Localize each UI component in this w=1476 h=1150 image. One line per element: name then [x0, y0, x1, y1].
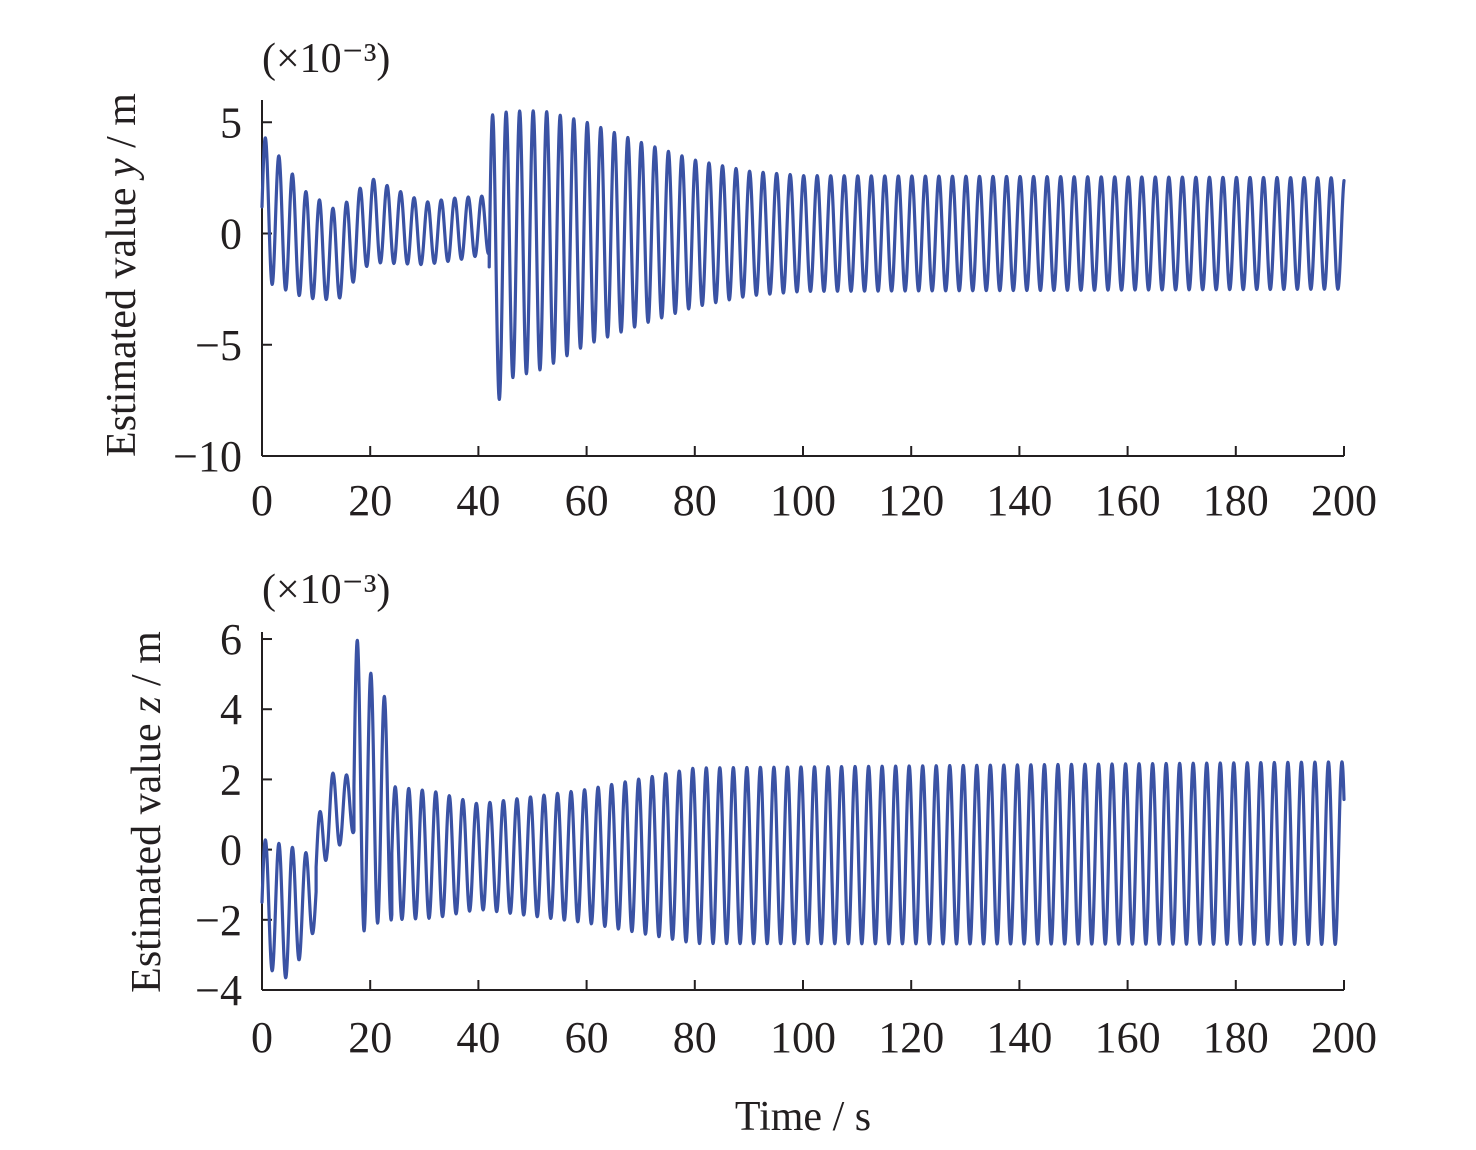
y-x-tick-label: 60 [565, 476, 609, 525]
y-x-tick-label: 20 [348, 476, 392, 525]
y-chart-axes [261, 100, 1344, 457]
z-y-tick-label: 0 [220, 826, 242, 875]
y-y-tick-label: 5 [220, 98, 242, 147]
y-chart-plot [260, 109, 1346, 401]
z-x-tick-label: 40 [456, 1013, 500, 1062]
y-x-tick-label: 120 [878, 476, 944, 525]
z-series-line [260, 638, 1346, 980]
chart-panel-z: (×10⁻³) Estimated value z / m 0 20 40 60 80 1… [124, 567, 1377, 1140]
y-x-tick-label: 100 [770, 476, 836, 525]
z-chart-plot [260, 638, 1346, 980]
z-x-tick-label: 80 [673, 1013, 717, 1062]
z-x-tick-label: 0 [251, 1013, 273, 1062]
z-scale-note: (×10⁻³) [262, 567, 390, 613]
chart-panel-y: (×10⁻³) Estimated value y / m 0 20 40 60 80 1… [99, 36, 1377, 525]
y-x-tick-label: 160 [1095, 476, 1161, 525]
x-axis-title: Time / s [735, 1094, 871, 1140]
y-y-tick-label: −10 [173, 432, 242, 481]
z-x-tick-label: 200 [1311, 1013, 1377, 1062]
z-x-tick-label: 160 [1095, 1013, 1161, 1062]
z-y-tick-label: 2 [220, 755, 242, 804]
z-chart-ticks: 0 20 40 60 80 100 120 140 160 180 200 −4 −2 0 2 4 6 [195, 615, 1377, 1062]
z-axis-title: Estimated value z / m [124, 631, 170, 993]
z-x-tick-label: 120 [878, 1013, 944, 1062]
y-x-tick-label: 80 [673, 476, 717, 525]
y-x-tick-label: 200 [1311, 476, 1377, 525]
z-y-tick-label: 6 [220, 615, 242, 664]
z-y-tick-label: −2 [195, 896, 242, 945]
z-y-tick-label: 4 [220, 685, 242, 734]
y-x-tick-label: 0 [251, 476, 273, 525]
y-x-tick-label: 40 [456, 476, 500, 525]
z-x-tick-label: 140 [986, 1013, 1052, 1062]
y-series-line [260, 109, 1346, 401]
y-axis-title: Estimated value y / m [99, 93, 145, 457]
z-y-tick-label: −4 [195, 966, 242, 1015]
y-chart-ticks: 0 20 40 60 80 100 120 140 160 180 200 −10 −5 0 5 [173, 98, 1377, 525]
y-scale-note: (×10⁻³) [262, 36, 390, 82]
y-y-tick-label: −5 [195, 321, 242, 370]
z-x-tick-label: 60 [565, 1013, 609, 1062]
z-x-tick-label: 180 [1203, 1013, 1269, 1062]
y-y-tick-label: 0 [220, 210, 242, 259]
z-x-tick-label: 100 [770, 1013, 836, 1062]
y-x-tick-label: 180 [1203, 476, 1269, 525]
z-x-tick-label: 20 [348, 1013, 392, 1062]
y-x-tick-label: 140 [986, 476, 1052, 525]
